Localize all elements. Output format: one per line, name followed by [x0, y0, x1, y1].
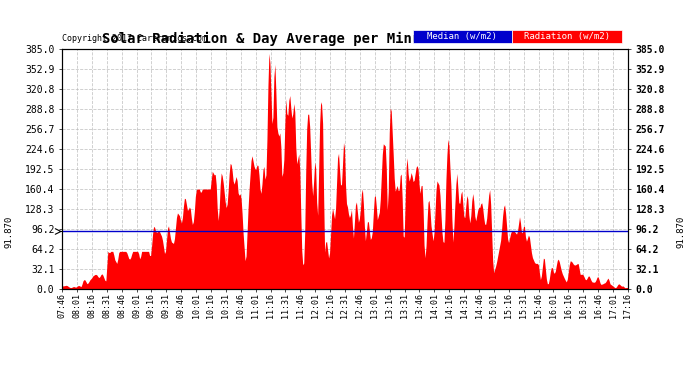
Text: Median (w/m2): Median (w/m2): [428, 32, 497, 41]
Text: Copyright 2017 Cartronics.com: Copyright 2017 Cartronics.com: [62, 34, 207, 43]
FancyBboxPatch shape: [413, 30, 512, 43]
Title: Solar Radiation & Day Average per Minute  Thu Nov 2  17:26: Solar Radiation & Day Average per Minute…: [102, 32, 588, 46]
Text: Radiation (w/m2): Radiation (w/m2): [524, 32, 610, 41]
Text: 91.870: 91.870: [676, 215, 685, 248]
Text: 91.870: 91.870: [5, 215, 14, 248]
FancyBboxPatch shape: [512, 30, 622, 43]
